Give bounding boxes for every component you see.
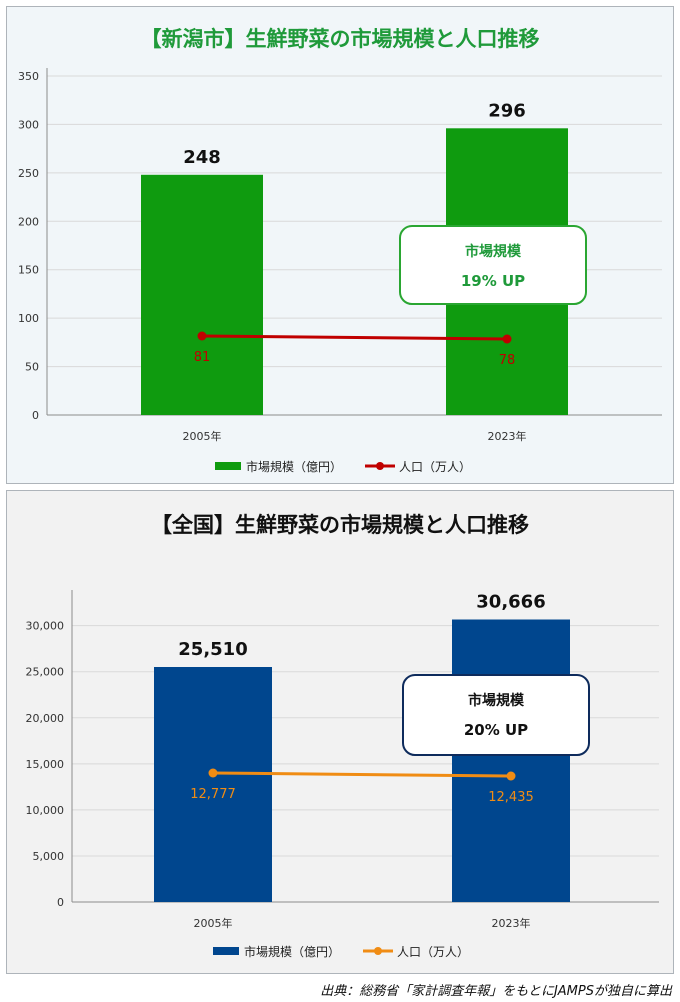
legend-bar-swatch — [215, 462, 241, 470]
legend-bar-label: 市場規模（億円） — [246, 459, 342, 474]
bar — [154, 666, 272, 902]
source-note: 出典：総務省「家計調査年報」をもとにJAMPSが独自に算出 — [320, 984, 672, 999]
annotation-value: 20% UP — [464, 721, 528, 739]
y-tick-label: 300 — [18, 118, 39, 131]
population-label: 12,435 — [488, 790, 534, 805]
population-point — [197, 331, 207, 341]
y-tick-label: 150 — [18, 264, 39, 277]
legend-line-marker — [376, 462, 384, 470]
annotation-box — [399, 225, 587, 305]
y-tick-label: 30,000 — [26, 620, 65, 633]
y-tick-label: 5,000 — [33, 850, 65, 863]
y-tick-label: 20,000 — [26, 712, 65, 725]
population-label: 81 — [194, 350, 211, 365]
y-tick-label: 0 — [32, 409, 39, 422]
population-label: 78 — [499, 353, 516, 368]
population-point — [208, 768, 218, 778]
bar-value-label: 296 — [488, 100, 526, 121]
niigata-chart-panel: 【新潟市】生鮮野菜の市場規模と人口推移 0 50 100 150 200 250 300 35… — [6, 6, 674, 484]
legend-bar-swatch — [213, 947, 239, 955]
annotation-value: 19% UP — [461, 272, 525, 290]
bar — [141, 174, 263, 415]
annotation-box — [402, 674, 590, 756]
y-tick-label: 200 — [18, 215, 39, 228]
x-tick-label: 2005年 — [183, 429, 222, 443]
y-tick-label: 15,000 — [26, 758, 65, 771]
bar-value-label: 30,666 — [476, 592, 545, 613]
population-line — [212, 771, 512, 778]
legend-bar-label: 市場規模（億円） — [244, 944, 340, 959]
y-tick-label: 250 — [18, 167, 39, 180]
bar — [452, 619, 570, 902]
legend-line-label: 人口（万人） — [397, 945, 469, 959]
bar-value-label: 25,510 — [178, 639, 247, 660]
population-label: 12,777 — [190, 787, 236, 802]
y-tick-label: 100 — [18, 312, 39, 325]
population-line — [201, 334, 508, 341]
y-tick-label: 50 — [25, 361, 39, 374]
y-tick-label: 10,000 — [26, 804, 65, 817]
y-tick-label: 0 — [57, 896, 64, 909]
population-point — [502, 334, 512, 344]
chart-title: 【全国】生鮮野菜の市場規模と人口推移 — [151, 513, 529, 537]
annotation-title: 市場規模 — [468, 692, 525, 709]
y-tick-label: 25,000 — [26, 666, 65, 679]
x-tick-label: 2023年 — [492, 916, 531, 930]
x-tick-label: 2005年 — [194, 916, 233, 930]
annotation-title: 市場規模 — [465, 243, 522, 260]
legend-line-label: 人口（万人） — [399, 460, 471, 474]
bar-value-label: 248 — [183, 147, 221, 168]
population-point — [506, 771, 516, 781]
legend-line-marker — [374, 947, 382, 955]
x-tick-label: 2023年 — [488, 429, 527, 443]
national-chart: 0 5,000 10,000 15,000 20,000 25,000 30,000 25,5… — [26, 590, 659, 959]
chart-title: 【新潟市】生鮮野菜の市場規模と人口推移 — [140, 27, 540, 51]
national-chart-panel: 【全国】生鮮野菜の市場規模と人口推移 0 5,000 10,000 15,000 20,… — [6, 490, 674, 974]
y-tick-label: 350 — [18, 70, 39, 83]
